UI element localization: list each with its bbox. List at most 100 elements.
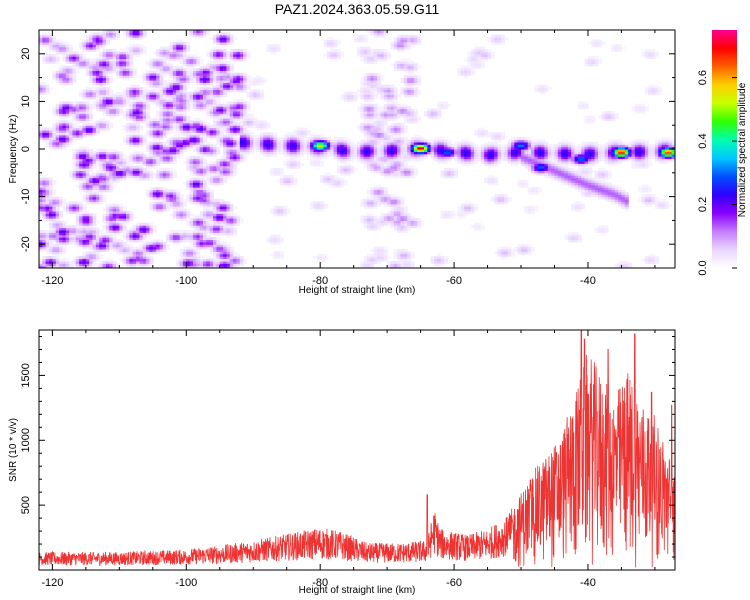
heatmap-cell (82, 91, 87, 95)
heatmap-cell (273, 253, 278, 257)
heatmap-cell (273, 132, 278, 136)
heatmap-cell (206, 30, 211, 33)
heatmap-cell (320, 163, 325, 167)
heatmap-cell (239, 108, 244, 112)
heatmap-cell (95, 191, 100, 195)
heatmap-cell (146, 194, 151, 198)
heatmap-cell (99, 237, 104, 241)
heatmap-cell (310, 151, 315, 155)
heatmap-cell (199, 156, 204, 160)
heatmap-cell (169, 206, 174, 210)
heatmap-cell (176, 84, 181, 88)
heatmap-cell (336, 56, 341, 60)
heatmap-cell (122, 222, 127, 226)
heatmap-cell (62, 251, 67, 255)
heatmap-cell (59, 201, 64, 205)
heatmap-cell (226, 220, 231, 224)
heatmap-cell (132, 251, 137, 255)
heatmap-cell (350, 144, 355, 148)
heatmap-cell (59, 77, 64, 81)
heatmap-cell (203, 77, 207, 81)
heatmap-cell (192, 198, 197, 202)
heatmap-cell (196, 141, 201, 145)
heatmap-cell (213, 198, 218, 202)
heatmap-cell (169, 137, 174, 141)
heatmap-cell (162, 189, 167, 193)
heatmap-cell (363, 120, 368, 124)
heatmap-cell (39, 134, 43, 138)
heatmap-cell (186, 101, 191, 105)
heatmap-cell (330, 177, 335, 181)
heatmap-cell (62, 53, 67, 57)
heatmap-cell (132, 37, 137, 41)
heatmap-cell (89, 170, 94, 174)
heatmap-cell (219, 258, 224, 262)
heatmap-cell (85, 225, 90, 229)
heatmap-cell (82, 210, 87, 214)
heatmap-cell (209, 201, 214, 205)
heatmap-cell (146, 110, 151, 114)
heatmap-cell (209, 160, 214, 164)
heatmap-cell (72, 260, 77, 264)
heatmap-cell (55, 237, 60, 241)
heatmap-cell (156, 160, 161, 164)
heatmap-cell (139, 251, 144, 255)
heatmap-cell (226, 253, 231, 257)
heatmap-cell (176, 82, 181, 86)
heatmap-cell (223, 213, 228, 217)
heatmap-cell (179, 258, 184, 262)
heatmap-cell (79, 53, 84, 57)
heatmap-cell (176, 87, 181, 91)
heatmap-cell (293, 177, 298, 181)
heatmap-cell (62, 263, 67, 267)
heatmap-cell (323, 146, 328, 150)
heatmap-cell (156, 208, 161, 212)
heatmap-cell (92, 198, 97, 202)
heatmap-cell (209, 99, 214, 102)
heatmap-cell (115, 246, 120, 250)
heatmap-cell (166, 149, 171, 152)
heatmap-cell (246, 122, 251, 126)
heatmap-cell (333, 39, 338, 43)
heatmap-cell (363, 115, 368, 119)
heatmap-cell (59, 103, 64, 107)
heatmap-cell (367, 118, 371, 122)
heatmap-cell (39, 82, 43, 86)
heatmap-cell (142, 237, 147, 241)
heatmap-cell (236, 89, 241, 93)
heatmap-cell (89, 218, 94, 221)
heatmap-cell (166, 172, 171, 176)
heatmap-cell (266, 44, 271, 48)
heatmap-cell (142, 232, 147, 236)
heatmap-cell (55, 127, 60, 131)
heatmap-cell (129, 158, 134, 162)
heatmap-cell (196, 227, 201, 231)
heatmap-cell (75, 158, 80, 162)
heatmap-cell (192, 260, 197, 264)
heatmap-cell (203, 218, 207, 221)
heatmap-cell (109, 179, 114, 183)
heatmap-cell (142, 99, 147, 102)
heatmap-cell (189, 187, 194, 191)
heatmap-cell (126, 94, 130, 98)
heatmap-cell (149, 194, 154, 198)
heatmap-cell (199, 129, 204, 133)
heatmap-cell (42, 87, 47, 91)
heatmap-cell (239, 146, 244, 150)
heatmap-cell (263, 134, 268, 138)
heatmap-cell (89, 163, 94, 167)
heatmap-cell (286, 134, 291, 138)
heatmap-cell (149, 258, 154, 262)
heatmap-cell (226, 229, 231, 233)
heatmap-cell (65, 260, 70, 264)
heatmap-cell (85, 122, 90, 126)
heatmap-cell (226, 77, 231, 81)
heatmap-cell (42, 206, 47, 210)
heatmap-cell (152, 129, 157, 133)
heatmap-cell (166, 144, 171, 148)
heatmap-cell (216, 198, 221, 202)
heatmap-cell (229, 103, 234, 107)
heatmap-cell (146, 96, 151, 100)
heatmap-cell (142, 153, 147, 157)
heatmap-cell (115, 175, 120, 179)
